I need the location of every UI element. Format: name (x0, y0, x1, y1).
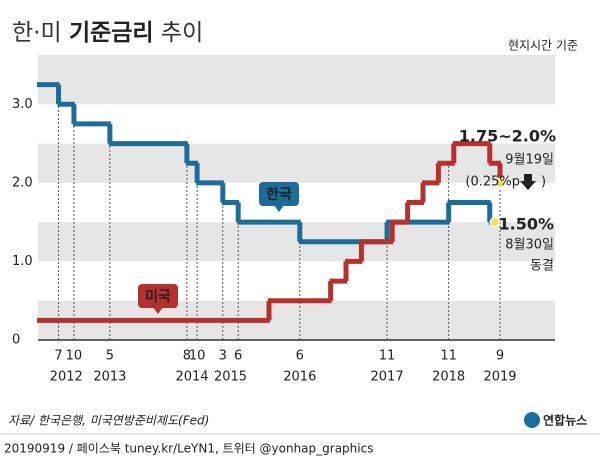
legend-entry: 한국 (259, 182, 299, 212)
annotation-date: 9월19일 (505, 153, 554, 168)
y-tick-label: 3.0 (12, 97, 33, 112)
year-label: 2016 (283, 370, 316, 385)
year-label: 2019 (483, 370, 516, 385)
title-part: 한·미 (12, 20, 62, 46)
annotation-note: 동결 (530, 259, 554, 274)
year-label: 2017 (371, 370, 404, 385)
legend-pointer (274, 205, 284, 212)
logo: 연합뉴스 (543, 413, 587, 428)
end-dot (494, 177, 506, 189)
y-tick-label: 1.0 (12, 254, 33, 269)
legend-label: 미국 (145, 289, 171, 305)
legend-box (259, 182, 299, 206)
chart-title: 한·미 기준금리 추이 (12, 20, 203, 46)
x-tick-label: 3 (219, 349, 227, 364)
year-label: 2013 (93, 370, 126, 385)
footer: 20190919 / 페이스북 tuney.kr/LeYN1, 트위터 @yon… (4, 442, 373, 456)
x-tick-label: 8 (183, 349, 191, 364)
legend-pointer (153, 307, 163, 314)
x-tick-label: 6 (296, 349, 304, 364)
x-tick-label: 10 (66, 349, 83, 364)
source: 자료/ 한국은행, 미국연방준비제도(Fed) (8, 414, 209, 428)
year-label: 2015 (214, 370, 247, 385)
x-tick-label: 11 (440, 349, 457, 364)
y-tick-label: 2.0 (12, 175, 33, 190)
annotation-rate: 1.75~2.0% (459, 127, 556, 146)
title-emphasis: 기준금리 (69, 20, 154, 46)
annotation-rate: 1.50% (498, 215, 554, 234)
x-tick-label: 10 (189, 349, 206, 364)
year-label: 2018 (432, 370, 465, 385)
y-tick-label: 0 (12, 333, 20, 348)
x-tick-label: 7 (54, 349, 62, 364)
legend-box (138, 284, 178, 308)
x-tick-label: 5 (106, 349, 114, 364)
title-part: 추이 (161, 20, 203, 46)
subtitle: 현지시간 기준 (508, 39, 578, 53)
x-tick-label: 11 (379, 349, 396, 364)
annotation-change: ) (541, 175, 546, 190)
logo-icon (524, 412, 540, 428)
legend-entry: 미국 (138, 284, 178, 314)
year-label: 2014 (175, 370, 208, 385)
x-tick-label: 6 (234, 349, 242, 364)
year-label: 2012 (50, 370, 83, 385)
down-arrow-icon (520, 174, 536, 190)
x-tick-label: 9 (496, 349, 504, 364)
background-bands (38, 55, 555, 340)
annotation-change: (0.25%p (465, 175, 520, 190)
legend-label: 한국 (266, 187, 292, 203)
band (38, 143, 555, 183)
end-dot (489, 216, 501, 228)
band (38, 55, 555, 105)
band (38, 222, 555, 262)
annotation-date: 8월30일 (505, 238, 554, 253)
